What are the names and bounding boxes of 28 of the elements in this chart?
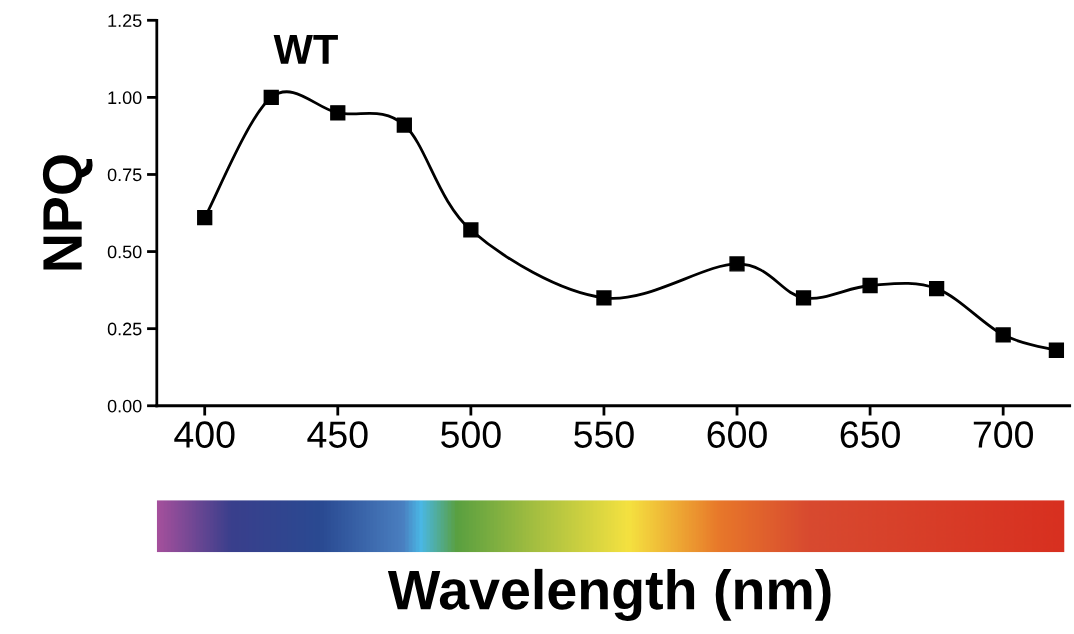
point bbox=[197, 210, 213, 226]
series-label: WT bbox=[273, 35, 338, 64]
point bbox=[463, 222, 479, 238]
y-tick-label: 1.00 bbox=[108, 91, 142, 105]
y-tick-label: 0.50 bbox=[107, 245, 142, 259]
point bbox=[862, 277, 878, 294]
x-tick-label: 550 bbox=[574, 421, 634, 448]
point bbox=[729, 256, 745, 272]
y-tick-label: 0.00 bbox=[107, 399, 142, 413]
y-tick-label: 0.75 bbox=[107, 168, 142, 182]
point bbox=[1048, 342, 1065, 358]
x-axis-title: Wavelength (nm) bbox=[387, 568, 831, 621]
x-tick-label: 450 bbox=[307, 421, 368, 448]
point bbox=[263, 89, 279, 106]
x-tick-label: 700 bbox=[973, 421, 1033, 448]
point bbox=[995, 327, 1011, 343]
point bbox=[330, 105, 346, 121]
x-tick-label: 650 bbox=[840, 421, 900, 448]
x-tick-label: 500 bbox=[441, 421, 501, 448]
x-tick-label: 600 bbox=[707, 421, 767, 448]
x-tick-label: 400 bbox=[174, 421, 235, 448]
point bbox=[795, 290, 812, 306]
point bbox=[396, 117, 412, 133]
y-tick-label: 1.25 bbox=[108, 14, 142, 28]
point bbox=[596, 290, 612, 306]
point bbox=[928, 280, 945, 297]
y-tick-label: 0.25 bbox=[107, 322, 142, 336]
y-axis-title: NPQ bbox=[42, 155, 93, 270]
